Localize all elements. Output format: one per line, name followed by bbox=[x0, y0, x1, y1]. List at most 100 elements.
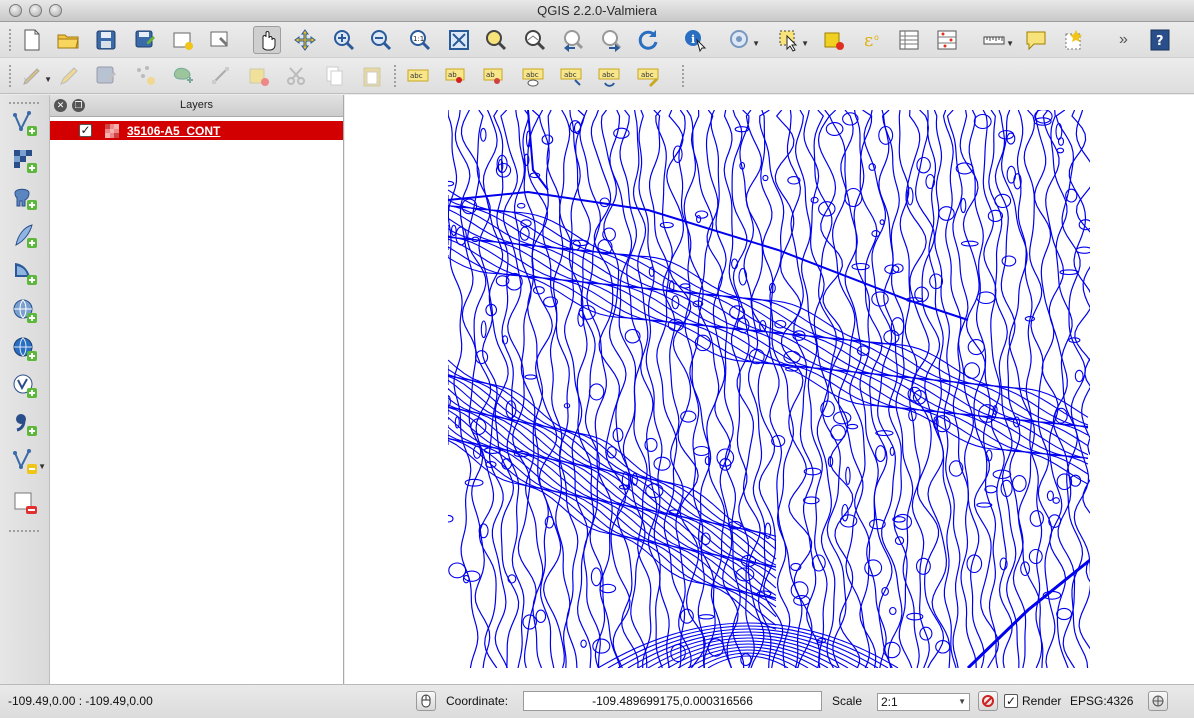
render-checkbox[interactable]: ✓ bbox=[1004, 694, 1018, 708]
scale-select[interactable]: 2:1 ▼ bbox=[877, 693, 970, 711]
toolbar-grip[interactable] bbox=[8, 28, 12, 52]
contour-line bbox=[759, 110, 803, 668]
toggle-extents-button[interactable] bbox=[416, 691, 436, 711]
save-project-icon bbox=[96, 30, 116, 50]
save-project-button[interactable] bbox=[92, 26, 120, 54]
add-mssql-layer-button[interactable] bbox=[10, 258, 40, 288]
zoom-native-resolution-button[interactable]: 1:1 bbox=[406, 26, 434, 54]
help-button[interactable]: ? bbox=[1146, 26, 1174, 54]
pan-to-selection-button[interactable] bbox=[291, 26, 319, 54]
add-wms-layer-button[interactable] bbox=[10, 296, 40, 326]
contour-loop bbox=[966, 554, 983, 574]
move-label-icon: abc bbox=[560, 68, 582, 86]
coordinate-label: Coordinate: bbox=[446, 694, 509, 708]
new-bookmark-button[interactable] bbox=[1060, 26, 1088, 54]
zoom-window-button[interactable] bbox=[49, 4, 62, 17]
delete-selected-button[interactable] bbox=[245, 62, 273, 90]
add-feature-button[interactable] bbox=[131, 62, 159, 90]
new-print-composer-button[interactable] bbox=[169, 26, 197, 54]
contour-loop bbox=[790, 562, 802, 571]
attribute-table-button[interactable] bbox=[895, 26, 923, 54]
layer-labeling-button[interactable]: abc bbox=[404, 62, 432, 90]
add-wcs-layer-button[interactable] bbox=[10, 334, 40, 364]
contour-loop bbox=[505, 272, 523, 291]
add-raster-layer-button[interactable] bbox=[10, 146, 40, 176]
paste-features-button[interactable] bbox=[358, 62, 386, 90]
map-tips-button[interactable]: ▼ bbox=[726, 26, 760, 54]
refresh-icon bbox=[638, 30, 658, 50]
zoom-last-button[interactable] bbox=[559, 26, 587, 54]
coordinate-field[interactable] bbox=[523, 691, 822, 711]
contour-loop bbox=[992, 405, 998, 416]
composer-manager-button[interactable] bbox=[206, 26, 234, 54]
zoom-to-layer-button[interactable] bbox=[521, 26, 549, 54]
cut-features-button[interactable] bbox=[283, 62, 311, 90]
current-edits-button[interactable]: ▼ bbox=[18, 62, 52, 90]
rotate-label-button[interactable]: abc bbox=[595, 62, 623, 90]
layer-visibility-checkbox[interactable]: ✓ bbox=[79, 123, 92, 137]
contour-line bbox=[813, 110, 847, 668]
node-tool-button[interactable] bbox=[207, 62, 235, 90]
contour-line bbox=[1055, 110, 1090, 650]
move-feature-button[interactable] bbox=[169, 62, 197, 90]
close-window-button[interactable] bbox=[9, 4, 22, 17]
toolbar-grip[interactable] bbox=[393, 64, 397, 88]
remove-layer-button[interactable] bbox=[10, 488, 40, 518]
contour-loop bbox=[727, 520, 742, 530]
crs-status[interactable]: EPSG:4326 bbox=[1070, 694, 1134, 708]
deselect-features-button[interactable] bbox=[820, 26, 848, 54]
float-panel-icon[interactable]: ❐ bbox=[72, 99, 85, 112]
show-hide-labels-button[interactable]: abc bbox=[519, 62, 547, 90]
contour-loop bbox=[987, 209, 1004, 223]
zoom-out-button[interactable] bbox=[367, 26, 395, 54]
add-wfs-layer-button[interactable] bbox=[10, 371, 40, 401]
pin-labels-button[interactable]: ab bbox=[442, 62, 470, 90]
map-canvas[interactable] bbox=[345, 95, 1194, 684]
stop-rendering-button[interactable] bbox=[978, 691, 998, 711]
text-annotation-button[interactable] bbox=[1022, 26, 1050, 54]
refresh-button[interactable] bbox=[634, 26, 662, 54]
save-as-button[interactable] bbox=[131, 26, 159, 54]
pan-map-button[interactable] bbox=[253, 26, 281, 54]
add-spatialite-layer-button[interactable] bbox=[10, 221, 40, 251]
toolbar-grip[interactable] bbox=[8, 101, 40, 105]
zoom-full-button[interactable] bbox=[445, 26, 473, 54]
toolbar-grip[interactable] bbox=[8, 529, 40, 533]
zoom-to-selection-button[interactable] bbox=[482, 26, 510, 54]
statistical-summary-button[interactable] bbox=[933, 26, 961, 54]
new-project-button[interactable] bbox=[18, 26, 46, 54]
move-label-button[interactable]: abc bbox=[557, 62, 585, 90]
add-postgis-layer-button[interactable] bbox=[10, 183, 40, 213]
highlight-pinned-labels-button[interactable]: ab bbox=[480, 62, 508, 90]
copy-features-button[interactable] bbox=[320, 62, 348, 90]
zoom-in-button[interactable] bbox=[330, 26, 358, 54]
contour-loop bbox=[523, 153, 530, 166]
select-features-button[interactable]: ▼ bbox=[775, 26, 809, 54]
add-delimited-text-layer-button[interactable] bbox=[10, 409, 40, 439]
add-vector-layer-button[interactable] bbox=[10, 109, 40, 139]
contour-loop bbox=[883, 641, 901, 659]
toolbar-grip[interactable] bbox=[8, 64, 12, 88]
toolbar-overflow-icon[interactable]: » bbox=[1119, 31, 1128, 48]
contour-loop bbox=[624, 328, 641, 344]
contour-loop bbox=[1065, 188, 1078, 203]
new-print-composer-icon bbox=[173, 32, 193, 50]
change-label-button[interactable]: abc bbox=[634, 62, 662, 90]
new-shapefile-layer-button[interactable]: ▼ bbox=[10, 447, 46, 477]
measure-line-button[interactable]: ▼ bbox=[980, 26, 1014, 54]
zoom-next-button[interactable] bbox=[597, 26, 625, 54]
open-project-button[interactable] bbox=[54, 26, 82, 54]
identify-features-button[interactable]: i bbox=[681, 26, 709, 54]
save-layer-edits-button[interactable] bbox=[92, 62, 120, 90]
contour-line bbox=[448, 255, 1089, 485]
layer-item-35106-a5-cont[interactable]: ✓ 35106-A5_CONT bbox=[50, 121, 343, 140]
toolbar-grip[interactable] bbox=[681, 64, 685, 88]
toggle-editing-button[interactable] bbox=[54, 62, 82, 90]
minimize-window-button[interactable] bbox=[29, 4, 42, 17]
contour-line bbox=[745, 110, 784, 668]
close-panel-icon[interactable]: ✕ bbox=[54, 99, 67, 112]
node-tool-icon bbox=[212, 67, 229, 84]
crs-settings-button[interactable] bbox=[1148, 691, 1168, 711]
contour-line bbox=[513, 110, 544, 668]
